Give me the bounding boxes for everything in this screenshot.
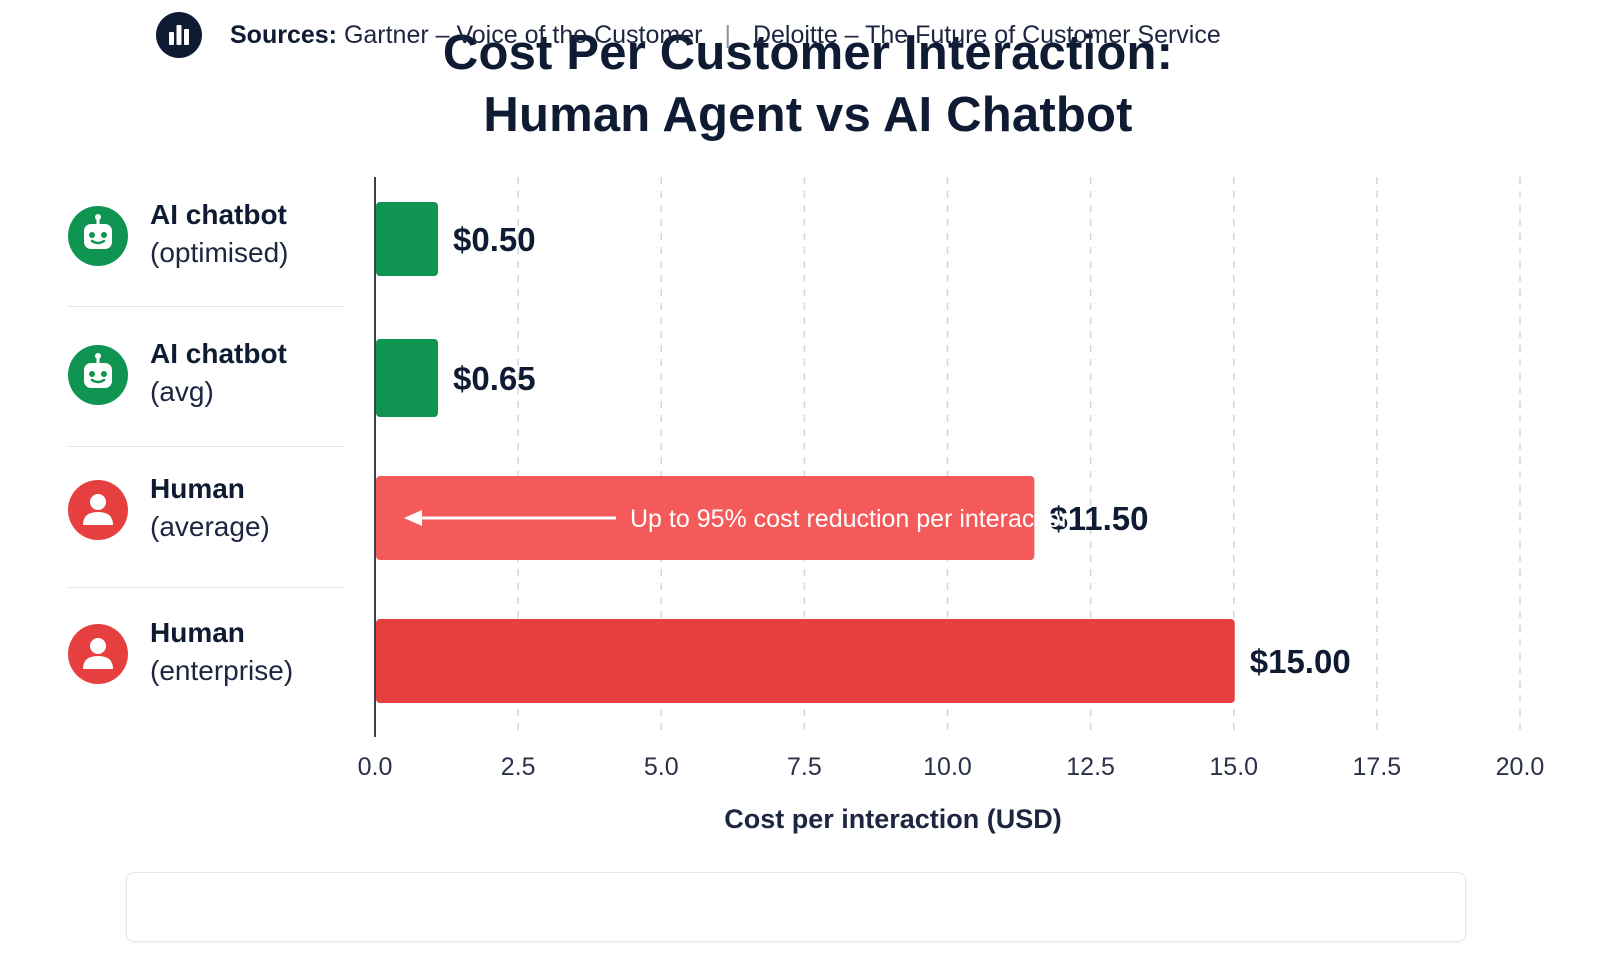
person-icon: [68, 624, 128, 684]
category-label: AI chatbot (avg): [68, 335, 348, 415]
bar-value-label: $11.50: [1049, 500, 1148, 537]
source-deloitte: Deloitte – The Future of Customer Servic…: [752, 21, 1221, 49]
bar: [376, 339, 438, 417]
bar: [376, 476, 1035, 560]
x-tick-label: 0.0: [358, 753, 393, 781]
bars: $0.50 $0.65 $11.50 $15.00 Up to 95% cost red…: [376, 202, 1351, 703]
x-tick-label: 17.5: [1353, 753, 1402, 781]
category-name: AI chatbot: [150, 199, 287, 230]
bar: [376, 619, 1235, 703]
category-label-text: Human (average): [150, 470, 270, 546]
category-name: AI chatbot: [150, 338, 287, 369]
category-label: Human (enterprise): [68, 614, 348, 694]
x-tick-label: 12.5: [1066, 753, 1115, 781]
arrow-left-icon: [404, 510, 422, 526]
bar-value-label: $0.50: [453, 221, 536, 258]
title-line-1: Cost Per Customer Interaction:: [442, 26, 1174, 80]
person-icon: [68, 480, 128, 540]
bar-chart-icon: [156, 12, 202, 58]
title-line-2: Human Agent vs AI Chatbot: [483, 88, 1133, 142]
bar: [376, 202, 438, 276]
category-name: Human: [150, 617, 245, 648]
source-separator: |: [724, 21, 731, 49]
robot-icon: [68, 206, 128, 266]
source-gartner: Gartner – Voice of the Customer: [343, 21, 703, 49]
sources-text: Sources: Gartner – Voice of the Customer…: [230, 0, 1221, 70]
bar-value-label: $15.00: [1250, 643, 1351, 680]
category-label-text: AI chatbot (optimised): [150, 196, 288, 272]
row-divider: [68, 306, 344, 307]
category-label-text: Human (enterprise): [150, 614, 293, 690]
x-tick-label: 2.5: [501, 753, 536, 781]
category-detail: (optimised): [150, 237, 289, 268]
x-tick-label: 20.0: [1496, 753, 1545, 781]
sources-label: Sources:: [230, 21, 337, 49]
category-label-text: AI chatbot (avg): [150, 335, 287, 411]
x-tick-label: 10.0: [923, 753, 972, 781]
x-axis-title: Cost per interaction (USD): [724, 804, 1062, 834]
chart-title: Cost Per Customer Interaction: Human Age…: [0, 22, 1616, 146]
row-divider: [68, 446, 344, 447]
x-tick-label: 7.5: [787, 753, 822, 781]
category-name: Human: [150, 473, 245, 504]
x-tick-labels: 0.0 2.5 5.0 7.5 10.0 12.5 15.0 17.5 20.0: [358, 753, 1545, 781]
category-label: AI chatbot (optimised): [68, 196, 348, 276]
category-detail: (average): [150, 511, 270, 542]
x-tick-label: 15.0: [1209, 753, 1258, 781]
bar-value-label: $0.65: [453, 360, 536, 397]
row-divider: [68, 587, 344, 588]
robot-icon: [68, 345, 128, 405]
sources-box: [126, 872, 1466, 942]
x-tick-label: 5.0: [644, 753, 679, 781]
annotation-text: Up to 95% cost reduction per interaction: [630, 505, 1075, 533]
category-label: Human (average): [68, 470, 348, 550]
category-detail: (avg): [150, 376, 214, 407]
category-detail: (enterprise): [150, 655, 294, 686]
